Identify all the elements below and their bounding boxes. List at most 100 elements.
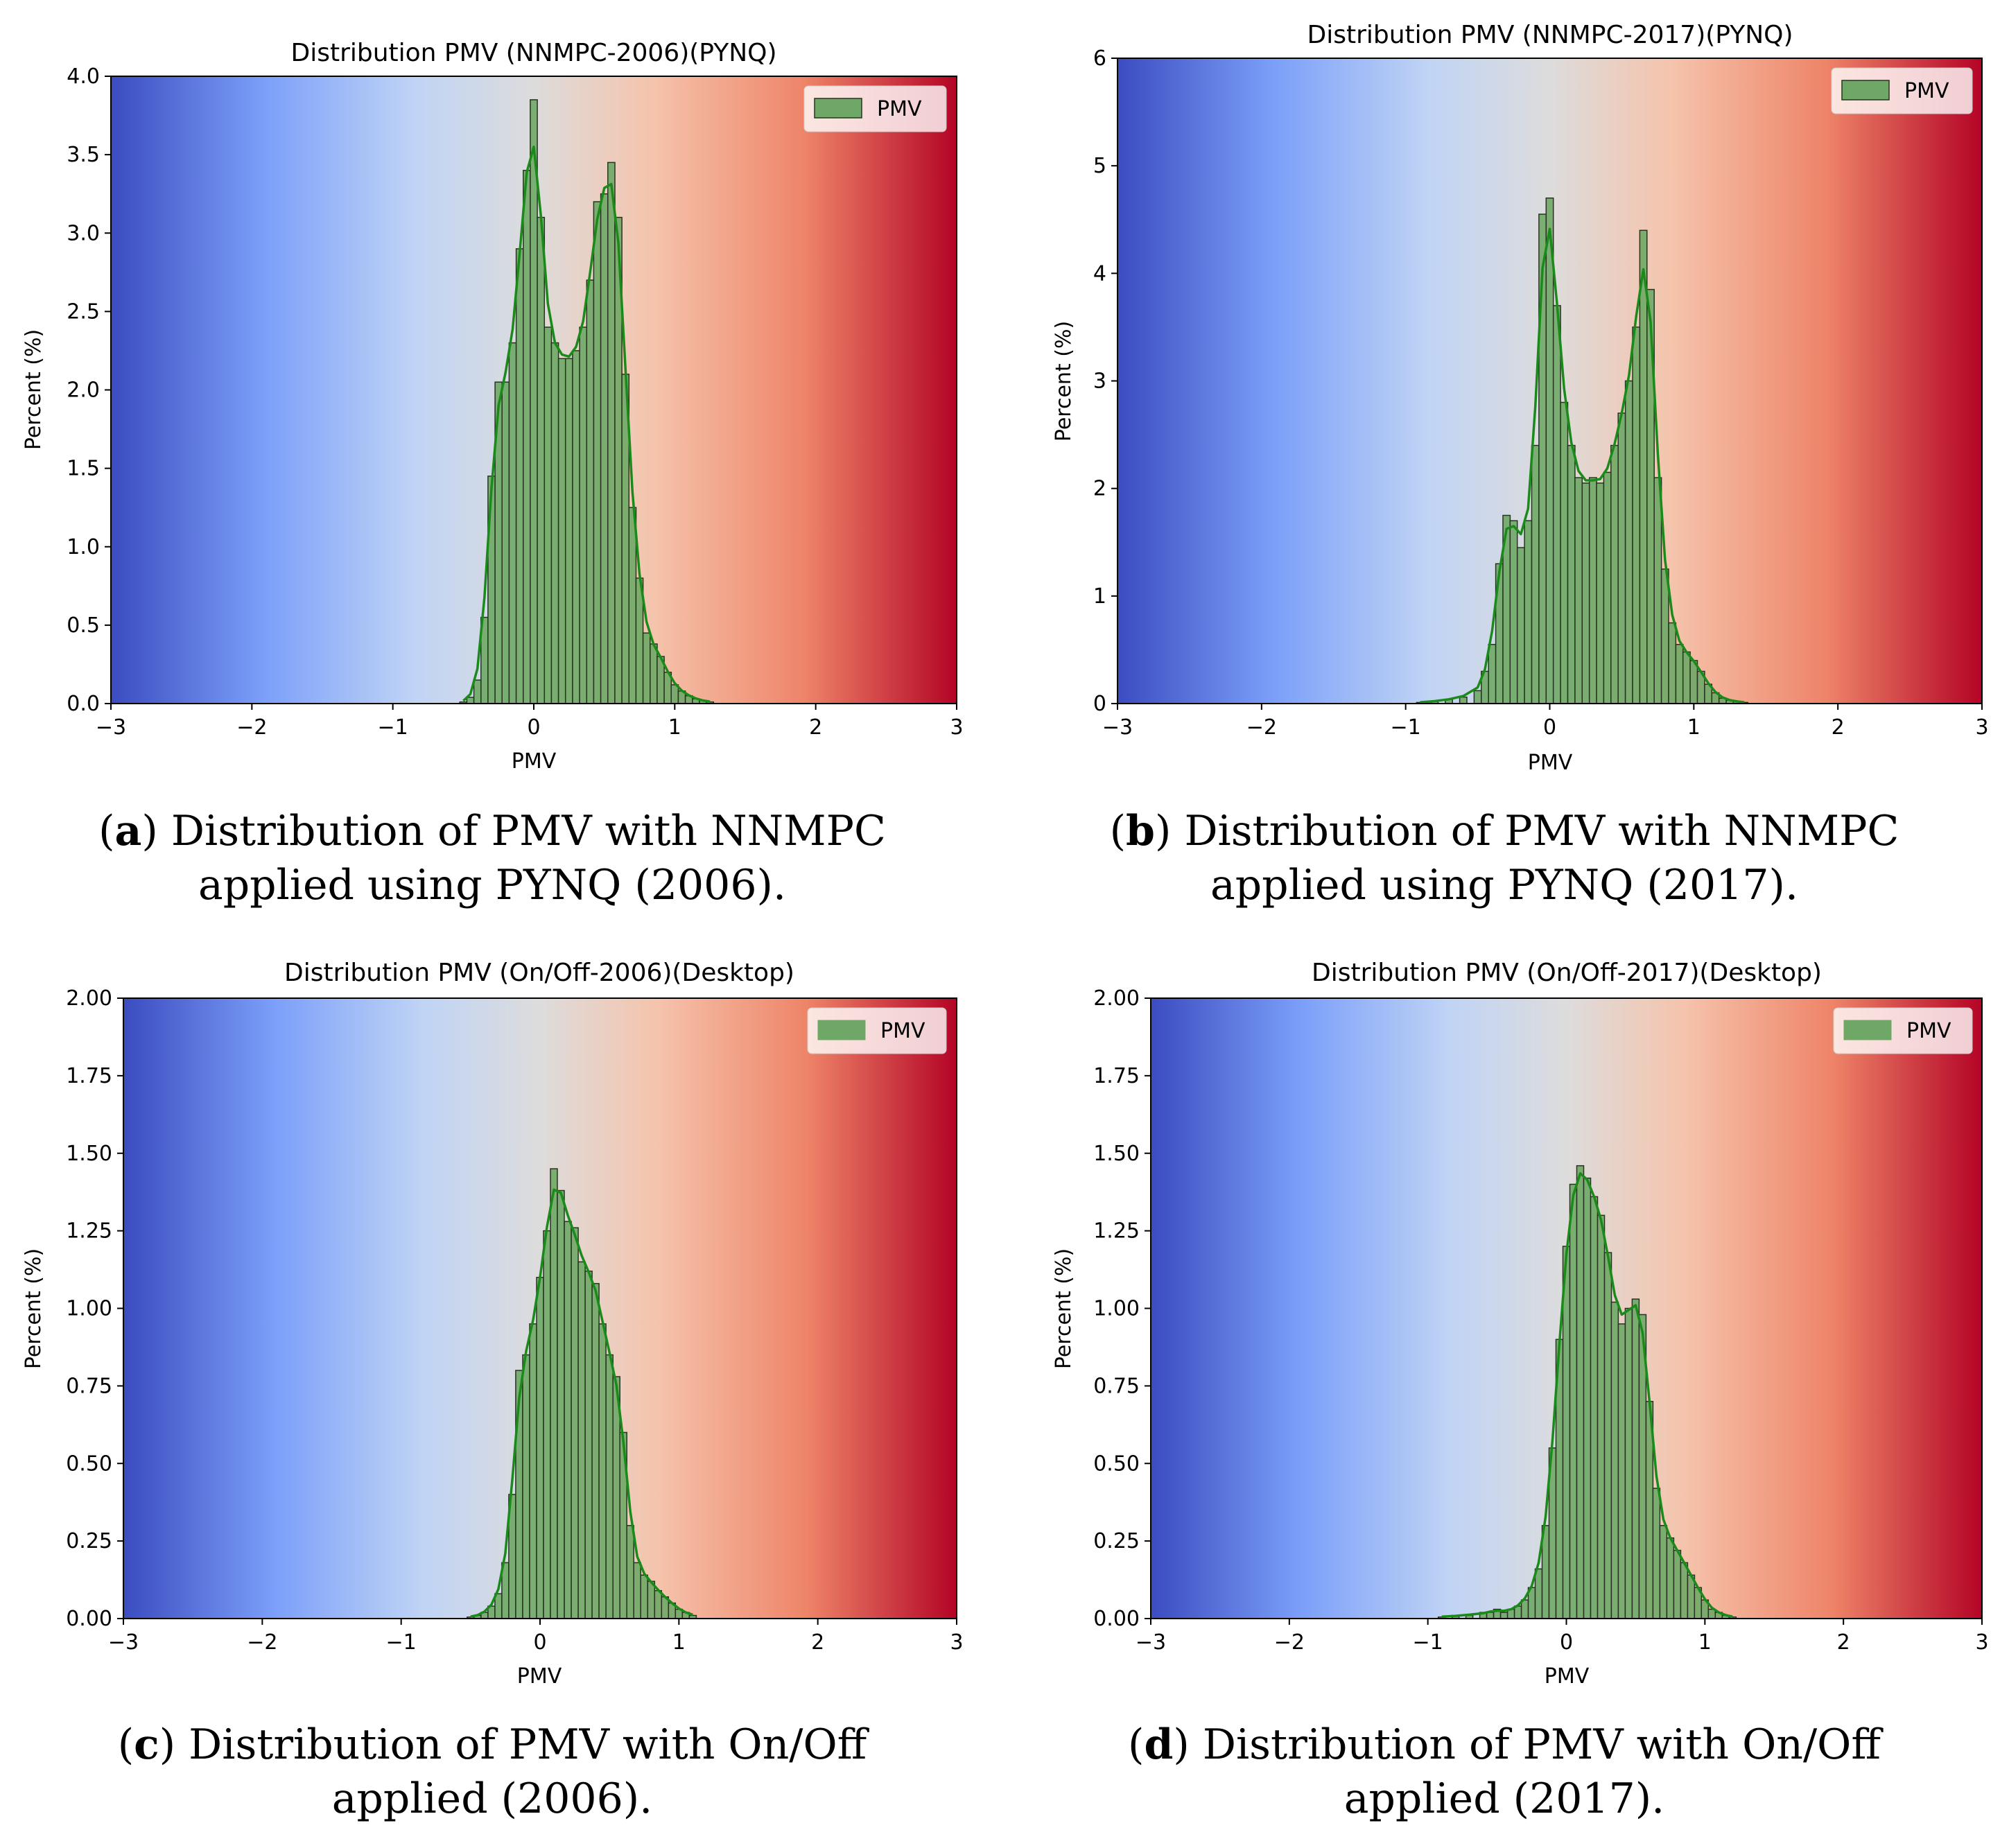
histogram-bar: [628, 507, 637, 704]
x-axis-label: PMV: [1545, 1664, 1590, 1689]
histogram-bar: [1673, 1549, 1682, 1619]
histogram-bar: [640, 1574, 648, 1619]
y-axis-ticks: 0.0 0.5 1.0 1.5 2.0 2.5 3.0 3.5 4.0: [67, 64, 111, 716]
legend-label: PMV: [1904, 79, 1949, 103]
y-axis-ticks: 0.00 0.25 0.50 0.75 1.00 1.25 1.50 1.75 2.00: [1093, 986, 1151, 1631]
histogram-bar: [1531, 444, 1540, 704]
chart-panel-b: Distribution PMV (NNMPC-2017)(PYNQ) −3 −2…: [1052, 21, 1989, 775]
histogram-bar: [1459, 696, 1468, 704]
histogram-bar: [543, 1230, 551, 1619]
y-tick-label: 1.75: [1093, 1064, 1140, 1088]
x-axis-ticks: −3 −2 −1 0 1 2 3: [1136, 1619, 1989, 1655]
x-tick-label: −2: [1274, 1630, 1305, 1655]
histogram-bar: [586, 279, 595, 704]
x-tick-label: 1: [672, 1630, 686, 1655]
histogram-bar: [1562, 1246, 1571, 1619]
histogram-bar: [564, 358, 573, 704]
histogram-bar: [1516, 547, 1525, 704]
x-tick-label: 2: [811, 1630, 824, 1655]
y-tick-label: 0.25: [1093, 1529, 1140, 1553]
y-tick-label: 3.5: [67, 143, 100, 167]
y-tick-label: 2: [1093, 477, 1106, 501]
histogram-bar: [579, 326, 588, 704]
histogram-bar: [1488, 643, 1497, 704]
x-axis-label: PMV: [517, 1664, 562, 1689]
y-axis-label: Percent (%): [1052, 1248, 1076, 1369]
histogram-bar: [536, 1277, 544, 1619]
x-axis-ticks: −3 −2 −1 0 1 2 3: [96, 704, 964, 740]
x-tick-label: −1: [1413, 1630, 1443, 1655]
y-axis-label: Percent (%): [1052, 321, 1076, 442]
x-tick-label: −1: [386, 1630, 417, 1655]
legend: PMV: [803, 85, 947, 132]
histogram-bar: [650, 643, 658, 704]
kde-curve: [462, 146, 711, 703]
histogram-bar: [647, 1580, 656, 1619]
chart-panel-d: Distribution PMV (On/Off-2017)(Desktop) …: [1052, 959, 1989, 1689]
x-tick-label: −2: [236, 715, 267, 740]
histogram-bar: [529, 1323, 537, 1619]
x-axis-ticks: −3 −2 −1 0 1 2 3: [1102, 704, 1989, 740]
legend-label: PMV: [877, 97, 922, 121]
histogram-bar: [1666, 1537, 1675, 1619]
y-tick-label: 1.25: [66, 1219, 112, 1244]
histogram-bar: [593, 201, 602, 704]
histogram-bar: [508, 342, 517, 704]
caption-label: c: [134, 1720, 159, 1769]
y-tick-label: 0.00: [66, 1607, 112, 1631]
histogram-bar: [1632, 326, 1641, 704]
x-axis-ticks: −3 −2 −1 0 1 2 3: [108, 1619, 964, 1655]
histogram-bar: [523, 170, 531, 704]
caption-text: Distribution of PMV with NNMPC applied u…: [1184, 807, 1899, 909]
histogram-bar: [1473, 690, 1482, 704]
legend-box: [1831, 67, 1973, 114]
x-tick-label: 1: [1698, 1630, 1712, 1655]
caption-text: Distribution of PMV with On/Off applied …: [189, 1720, 867, 1823]
histogram-bar: [501, 381, 510, 704]
histogram-bar: [1653, 477, 1662, 704]
y-tick-label: 5: [1093, 154, 1106, 178]
histogram-bar: [466, 697, 475, 704]
histogram-bar: [1624, 380, 1633, 704]
histogram-bar: [1652, 1488, 1661, 1619]
histogram-bar: [670, 684, 679, 704]
histogram-bar: [1617, 412, 1626, 704]
x-tick-label: −1: [1391, 715, 1421, 740]
x-tick-label: 0: [1560, 1630, 1573, 1655]
y-tick-label: 0.50: [1093, 1452, 1140, 1476]
bars: [1416, 197, 1749, 704]
histogram-bar: [557, 358, 566, 704]
histogram-bar: [607, 162, 616, 704]
histogram-bar: [1509, 520, 1518, 704]
histogram-bar: [1524, 520, 1533, 704]
x-tick-label: 3: [1975, 715, 1988, 740]
histogram-bar: [557, 1189, 565, 1619]
x-tick-label: 3: [950, 1630, 963, 1655]
histogram-bar: [1499, 1612, 1508, 1619]
y-tick-label: 2.00: [1093, 986, 1140, 1011]
histogram-bar: [1534, 1568, 1543, 1619]
legend-label: PMV: [880, 1019, 925, 1043]
y-tick-label: 0: [1093, 692, 1106, 716]
histogram-bar: [1675, 643, 1684, 704]
histogram-bar: [543, 326, 553, 704]
x-axis-label: PMV: [512, 749, 557, 774]
legend-swatch: [814, 98, 862, 119]
x-tick-label: 2: [809, 715, 822, 740]
y-tick-label: 0.75: [66, 1374, 112, 1398]
histogram-bar: [1668, 622, 1677, 704]
histogram-bar: [633, 1562, 641, 1619]
histogram-bar: [600, 193, 609, 704]
x-tick-label: 3: [1975, 1630, 1988, 1655]
histogram-bar: [1682, 651, 1691, 704]
histogram-bar: [1560, 401, 1569, 704]
y-tick-label: 1.0: [67, 535, 100, 559]
histogram-bar: [1680, 1562, 1689, 1619]
histogram-bar: [577, 1261, 586, 1619]
histogram-bar: [1659, 1525, 1668, 1619]
histogram-bar: [1660, 568, 1669, 704]
histogram-bar: [537, 216, 546, 704]
chart-title: Distribution PMV (On/Off-2006)(Desktop): [284, 959, 794, 987]
y-tick-label: 0.0: [67, 692, 100, 716]
caption-d: (d) Distribution of PMV with On/Off appl…: [1128, 1720, 1881, 1823]
